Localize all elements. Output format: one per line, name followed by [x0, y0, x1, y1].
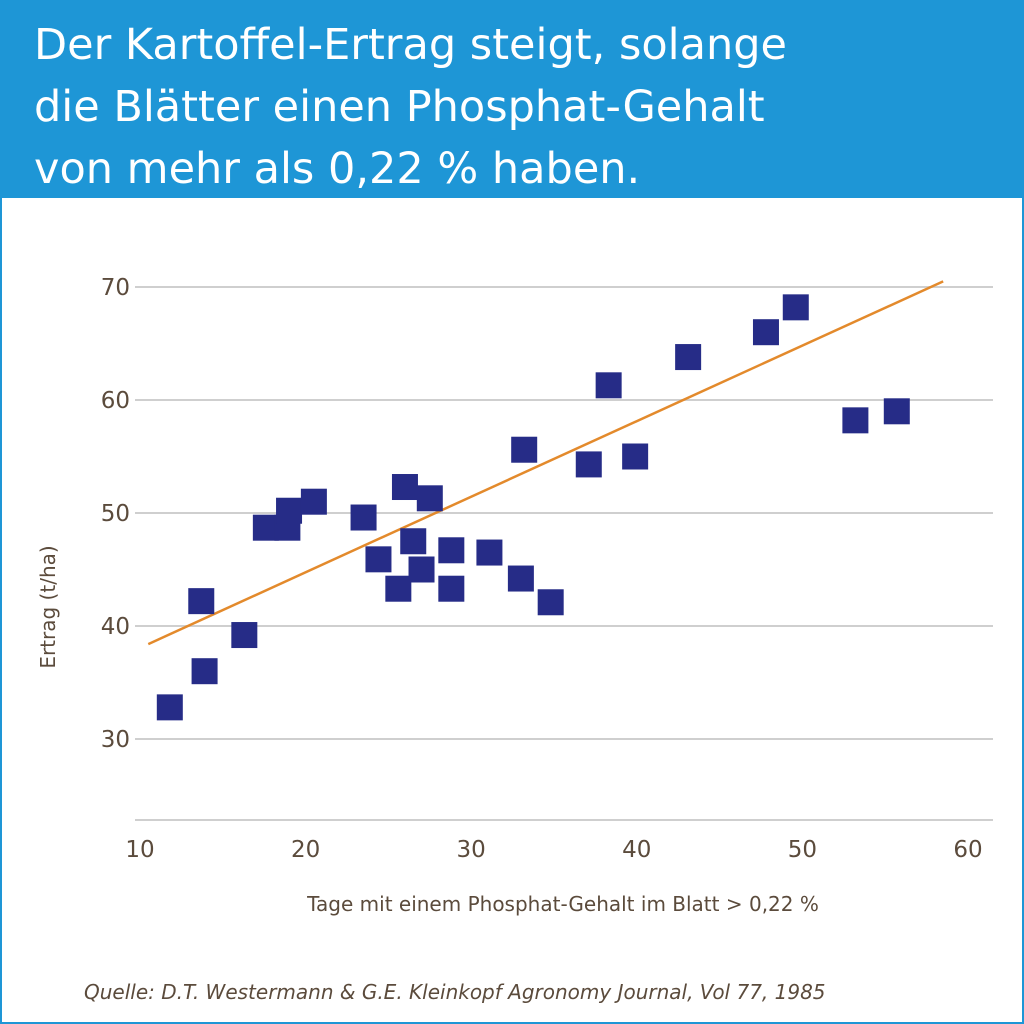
data-point	[622, 443, 649, 470]
data-point	[438, 575, 465, 602]
data-points	[156, 294, 910, 721]
data-point	[350, 504, 377, 531]
trendline	[147, 280, 944, 646]
data-point	[537, 589, 564, 616]
data-point	[883, 398, 910, 425]
data-point	[595, 372, 622, 399]
x-axis-ticks: 10 20 30 40 50 60	[125, 837, 982, 863]
x-tick-label: 50	[788, 837, 817, 863]
y-tick-label: 70	[101, 275, 130, 301]
data-point	[231, 622, 258, 649]
title-line-3: von mehr als 0,22 % haben.	[34, 144, 641, 194]
x-tick-label: 20	[291, 837, 320, 863]
data-point	[752, 319, 779, 346]
x-axis-label: Tage mit einem Phosphat-Gehalt im Blatt …	[306, 892, 819, 916]
source-note: Quelle: D.T. Westermann & G.E. Kleinkopf…	[84, 980, 826, 1004]
data-point	[188, 588, 215, 615]
y-axis-ticks: 30 40 50 60 70	[101, 275, 130, 753]
chart-title: Der Kartoffel-Ertrag steigt, solange die…	[34, 14, 994, 200]
y-tick-label: 60	[101, 388, 130, 414]
y-tick-label: 40	[101, 614, 130, 640]
title-line-1: Der Kartoffel-Ertrag steigt, solange	[34, 20, 787, 70]
data-point	[842, 407, 869, 434]
data-point	[507, 565, 534, 592]
data-point	[675, 344, 702, 371]
data-point	[476, 539, 503, 566]
y-tick-label: 30	[101, 727, 130, 753]
gridlines	[135, 286, 993, 821]
data-point	[438, 537, 465, 564]
x-tick-label: 60	[953, 837, 982, 863]
data-point	[511, 436, 538, 463]
x-tick-label: 30	[457, 837, 486, 863]
trendline-group	[147, 280, 944, 646]
data-point	[575, 451, 602, 478]
data-point	[300, 488, 327, 515]
title-banner	[0, 0, 1024, 198]
data-point	[416, 485, 443, 512]
data-point	[391, 474, 418, 501]
data-point	[276, 497, 303, 524]
x-tick-label: 40	[622, 837, 651, 863]
data-point	[400, 528, 427, 555]
data-point	[385, 575, 412, 602]
data-point	[365, 546, 392, 573]
data-point	[782, 294, 809, 321]
data-point	[408, 556, 435, 583]
data-point	[191, 658, 218, 685]
x-tick-label: 10	[125, 837, 154, 863]
title-line-2: die Blätter einen Phosphat-Gehalt	[34, 82, 765, 132]
data-point	[156, 694, 183, 721]
y-axis-label: Ertrag (t/ha)	[36, 545, 60, 668]
y-tick-label: 50	[101, 501, 130, 527]
